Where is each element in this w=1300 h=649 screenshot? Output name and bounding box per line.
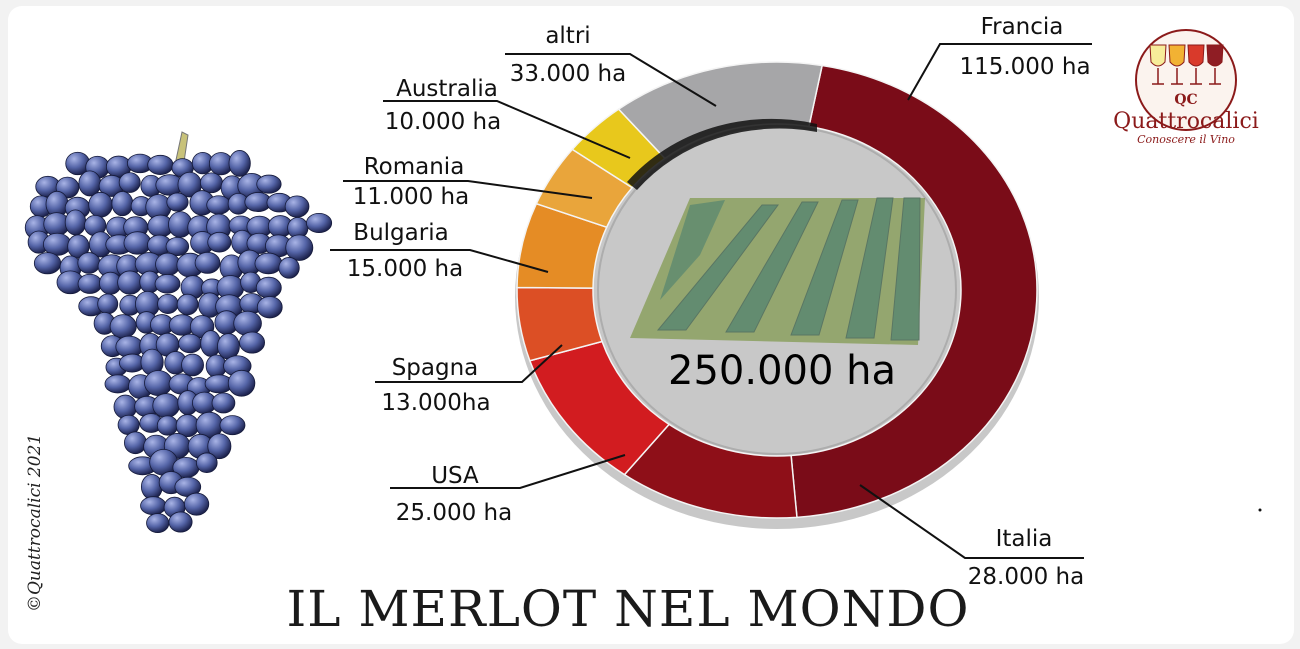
grape-bunch-image <box>24 131 333 533</box>
grape-berry <box>255 276 282 299</box>
grape-berry <box>124 431 147 455</box>
leader-lines <box>330 43 1092 559</box>
grape-berry <box>140 474 163 500</box>
grape-berry <box>254 252 283 275</box>
grape-berry <box>227 369 256 397</box>
leader-line <box>330 249 549 273</box>
grape-berry <box>33 252 62 275</box>
slice-label-australia: Australia <box>396 76 498 102</box>
grape-berry <box>123 231 152 255</box>
wine-glass-icon <box>1187 44 1205 67</box>
grape-berry <box>181 353 204 377</box>
donut-slices <box>516 61 1038 519</box>
donut-inner-shadow <box>627 118 817 190</box>
logo-tagline: Conoscere il Vino <box>1137 133 1235 146</box>
slice-value-usa: 25.000 ha <box>396 500 512 526</box>
grape-berry <box>154 274 181 294</box>
grape-berry <box>97 293 119 315</box>
grape-berry <box>165 236 190 256</box>
grape-berry <box>239 331 265 354</box>
grape-berry <box>206 195 232 215</box>
grape-berry <box>113 394 138 420</box>
grape-berry <box>88 191 113 218</box>
grape-berry <box>42 232 72 256</box>
grape-stem <box>175 131 189 163</box>
slice-label-altri: altri <box>545 23 590 49</box>
slice-label-francia: Francia <box>981 14 1064 40</box>
grape-berry <box>155 252 181 277</box>
grape-berry <box>157 293 179 314</box>
slice-value-spagna: 13.000ha <box>381 390 490 416</box>
quattrocalici-logo: QC Quattrocalici Conoscere il Vino <box>1113 29 1259 146</box>
grape-berry <box>278 257 300 279</box>
wine-glass-icon <box>1168 44 1186 67</box>
slice-value-italia: 28.000 ha <box>968 564 1084 590</box>
grape-berry <box>117 270 143 295</box>
grape-berry <box>228 150 251 177</box>
dot-mark <box>1258 508 1262 512</box>
grape-berry <box>306 212 333 234</box>
grape-berry <box>285 234 314 261</box>
slice-value-bulgaria: 15.000 ha <box>347 256 463 282</box>
grape-berry <box>156 415 179 436</box>
leader-line <box>859 484 1084 559</box>
grape-berry <box>256 174 282 194</box>
grape-berry <box>64 209 87 236</box>
grape-berry <box>176 293 199 316</box>
leader-line <box>505 53 717 107</box>
grape-berry <box>147 154 174 175</box>
page-title: IL MERLOT NEL MONDO <box>287 580 970 638</box>
total-area-label: 250.000 ha <box>668 348 896 394</box>
donut-inner-edge <box>597 125 957 455</box>
wine-glass-icon <box>1149 44 1167 67</box>
grape-berry <box>146 513 170 533</box>
grape-berry <box>166 192 189 212</box>
slice-value-romania: 11.000 ha <box>353 184 469 210</box>
logo-initials: QC <box>1174 92 1197 108</box>
leader-line <box>390 454 626 489</box>
leader-line <box>383 100 631 159</box>
grape-berry <box>233 310 262 336</box>
slice-value-altri: 33.000 ha <box>510 61 626 87</box>
leader-line <box>375 344 563 383</box>
grape-berry <box>78 170 102 197</box>
grape-berry <box>183 492 210 516</box>
grape-berry <box>118 172 141 193</box>
slice-label-bulgaria: Bulgaria <box>353 220 448 246</box>
grape-berry <box>200 172 223 194</box>
leader-line <box>907 43 1092 101</box>
grape-berry <box>109 314 137 339</box>
grape-berry <box>111 191 134 217</box>
copyright-text: ©Quattrocalici 2021 <box>25 434 45 612</box>
slice-value-francia: 115.000 ha <box>959 54 1090 80</box>
grape-berry <box>168 511 193 533</box>
leader-line <box>343 180 593 199</box>
slice-label-spagna: Spagna <box>392 355 479 381</box>
grape-berry <box>140 496 167 516</box>
grape-berry <box>211 392 236 414</box>
grape-berry <box>104 374 131 394</box>
grape-berry <box>152 393 180 418</box>
grape-berry <box>217 333 240 360</box>
slice-label-romania: Romania <box>364 154 465 180</box>
grape-berry <box>194 251 221 274</box>
logo-name: Quattrocalici <box>1113 109 1259 134</box>
grape-berry <box>219 415 246 436</box>
grape-berry <box>178 333 203 354</box>
grape-berry <box>256 296 283 319</box>
grape-berry <box>196 452 218 474</box>
wine-glass-icon <box>1206 44 1224 67</box>
slice-label-italia: Italia <box>996 526 1053 552</box>
grape-berry <box>284 195 310 218</box>
slice-value-australia: 10.000 ha <box>385 109 501 135</box>
grape-berry <box>207 433 232 460</box>
grape-berry <box>144 370 173 397</box>
donut-slice-francia <box>790 64 1038 519</box>
grape-berry <box>207 231 232 253</box>
grape-berry <box>77 273 103 294</box>
slice-label-usa: USA <box>431 463 479 489</box>
grape-berry <box>77 252 101 274</box>
